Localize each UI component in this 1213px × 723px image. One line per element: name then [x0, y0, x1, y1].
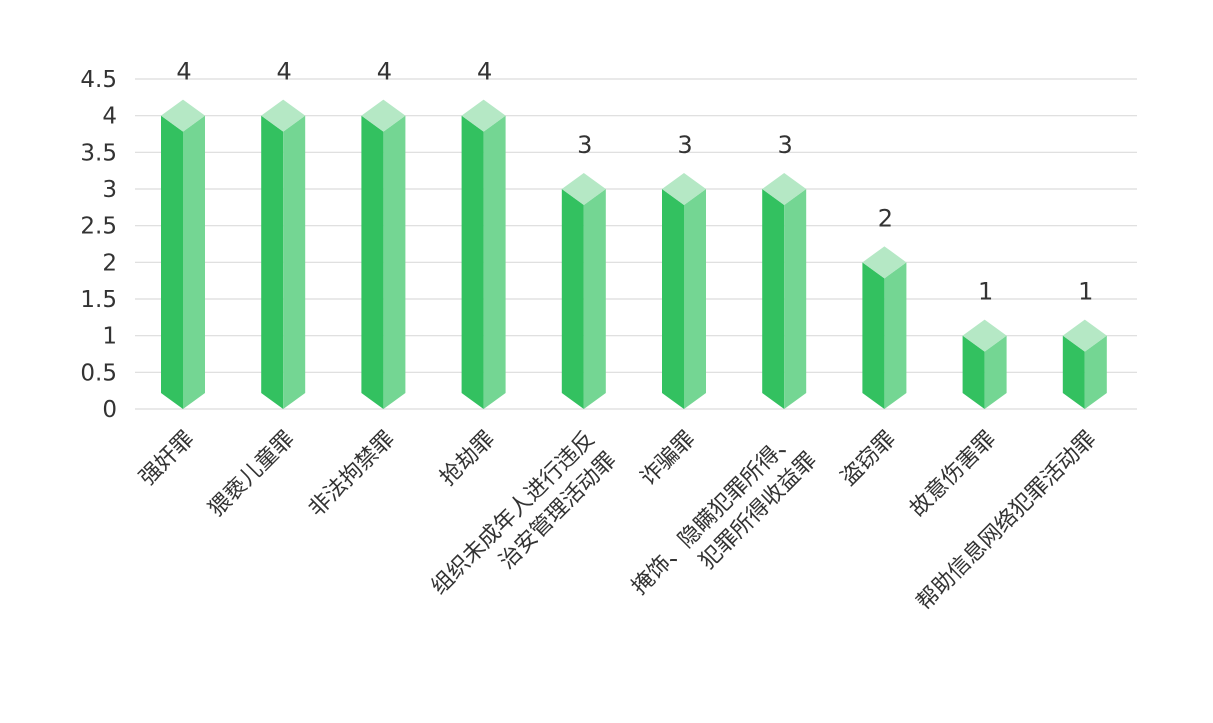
- category-label-line: 故意伤害罪: [905, 427, 1000, 522]
- bar: [762, 173, 807, 409]
- category-label-line: 诈骗罪: [636, 427, 700, 491]
- data-label: 1: [978, 278, 993, 306]
- bar-right-face: [483, 115, 506, 410]
- category-label-line: 帮助信息网络犯罪活动罪: [912, 427, 1101, 616]
- bar: [161, 99, 205, 410]
- bar-left-face: [662, 189, 684, 409]
- bar-left-face: [1062, 335, 1085, 409]
- bar-left-face: [361, 115, 384, 410]
- data-label: 4: [477, 58, 492, 86]
- category-label-line: 猥亵儿童罪: [204, 427, 299, 522]
- bar-top-face: [962, 319, 1007, 352]
- bar-right-face: [684, 189, 706, 409]
- y-tick-label: 2.5: [80, 214, 117, 240]
- y-tick-label: 4: [102, 104, 117, 130]
- bar: [361, 99, 406, 410]
- data-label: 4: [176, 58, 191, 86]
- bar: [862, 246, 907, 409]
- y-tick-label: 0: [102, 397, 117, 423]
- data-label: 4: [277, 58, 292, 86]
- data-labels: 4 4 4 4 3 3 3 2 1 1: [176, 58, 1093, 306]
- y-tick-label: 3.5: [80, 140, 117, 166]
- category-label-line: 组织未成年人进行违反: [427, 427, 600, 600]
- bar-top-face: [862, 246, 907, 279]
- category-label: 故意伤害罪: [905, 427, 1000, 522]
- category-label: 猥亵儿童罪: [204, 427, 299, 522]
- y-tick-label: 3: [102, 177, 117, 203]
- bar-left-face: [261, 115, 284, 410]
- bar-right-face: [1084, 335, 1107, 409]
- category-label-line: 盗窃罪: [836, 427, 900, 491]
- bar-top-face: [762, 173, 807, 205]
- bar-top-face: [261, 99, 306, 132]
- y-tick-label: 0.5: [80, 360, 117, 386]
- bar-right-face: [383, 115, 406, 410]
- bar-top-face: [361, 99, 406, 132]
- y-axis-ticks: 0 0.5 1 1.5 2 2.5 3 3.5 4 4.5: [80, 67, 117, 423]
- category-label: 帮助信息网络犯罪活动罪: [912, 427, 1101, 616]
- category-label-line: 抢劫罪: [435, 427, 499, 491]
- category-label: 抢劫罪: [435, 427, 499, 491]
- bar-right-face: [784, 189, 807, 409]
- bar-left-face: [962, 335, 985, 409]
- bar-left-face: [461, 115, 484, 410]
- data-label: 1: [1078, 278, 1093, 306]
- bar-right-face: [884, 262, 907, 409]
- category-label: 强奸罪: [135, 427, 199, 491]
- bar-right-face: [583, 189, 606, 409]
- category-label: 非法拘禁罪: [304, 427, 399, 522]
- y-tick-label: 4.5: [80, 67, 117, 93]
- data-label: 2: [878, 204, 893, 232]
- bars: [161, 99, 1107, 410]
- data-label: 3: [677, 131, 692, 159]
- bar-top-face: [561, 173, 606, 205]
- y-tick-label: 1.5: [80, 287, 117, 313]
- y-tick-label: 2: [102, 250, 117, 276]
- category-label-line: 强奸罪: [135, 427, 199, 491]
- bar-top-face: [461, 99, 506, 132]
- category-label: 诈骗罪: [636, 427, 700, 491]
- category-label-line: 掩饰、隐瞒犯罪所得、: [627, 427, 800, 600]
- data-label: 4: [377, 58, 392, 86]
- data-label: 3: [577, 131, 592, 159]
- bar-top-face: [1062, 319, 1107, 352]
- bar-top-face: [662, 173, 706, 205]
- bar-left-face: [862, 262, 885, 409]
- category-label: 盗窃罪: [836, 427, 900, 491]
- bar: [1062, 319, 1107, 409]
- bar: [962, 319, 1007, 409]
- bar-right-face: [183, 115, 205, 410]
- bar: [261, 99, 306, 410]
- bar-left-face: [161, 115, 183, 410]
- bar-left-face: [561, 189, 584, 409]
- bar: [662, 173, 706, 409]
- y-tick-label: 1: [102, 324, 117, 350]
- bar-top-face: [161, 99, 205, 132]
- category-label-line: 非法拘禁罪: [304, 427, 399, 522]
- bar: [561, 173, 606, 409]
- bar: [461, 99, 506, 410]
- bar-right-face: [984, 335, 1007, 409]
- bar-left-face: [762, 189, 785, 409]
- data-label: 3: [778, 131, 793, 159]
- bar-right-face: [283, 115, 306, 410]
